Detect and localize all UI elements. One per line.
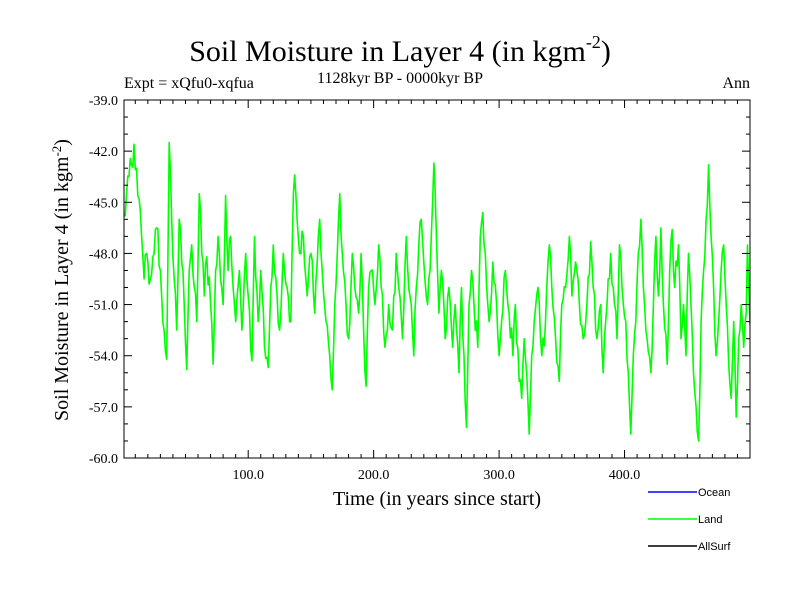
- y-tick-label: -39.0: [89, 94, 118, 109]
- chart-title: Soil Moisture in Layer 4 (in kgm-2): [189, 32, 611, 68]
- y-tick-label: -60.0: [89, 452, 118, 467]
- y-tick-label: -45.0: [89, 196, 118, 211]
- experiment-label: Expt = xQfu0-xqfua: [124, 75, 254, 92]
- y-tick-label: -48.0: [89, 247, 118, 262]
- x-tick-label: 200.0: [358, 468, 390, 483]
- y-tick-label: -54.0: [89, 350, 118, 365]
- legend-label-allsurf: AllSurf: [698, 541, 731, 553]
- x-tick-label: 300.0: [483, 468, 515, 483]
- legend: Ocean Land AllSurf: [648, 487, 731, 553]
- y-tick-label: -42.0: [89, 145, 118, 160]
- plot-area: [124, 141, 750, 442]
- series-line-land: [124, 141, 750, 442]
- y-axis-label: Soil Moisture in Layer 4 (in kgm-2): [49, 139, 73, 421]
- x-tick-label: 100.0: [232, 468, 264, 483]
- season-label: Ann: [722, 75, 750, 92]
- x-axis-label: Time (in years since start): [333, 488, 541, 510]
- y-tick-label: -57.0: [89, 401, 118, 416]
- y-tick-label: -51.0: [89, 299, 118, 314]
- legend-label-land: Land: [698, 514, 722, 526]
- legend-label-ocean: Ocean: [698, 487, 730, 499]
- x-tick-label: 400.0: [609, 468, 641, 483]
- plot-frame: [123, 99, 751, 459]
- axes: 100.0 200.0 300.0 400.0 -39.0 -42.0 -45.0 -48.0…: [89, 94, 751, 483]
- chart-subtitle: 1128kyr BP - 0000kyr BP: [317, 70, 483, 87]
